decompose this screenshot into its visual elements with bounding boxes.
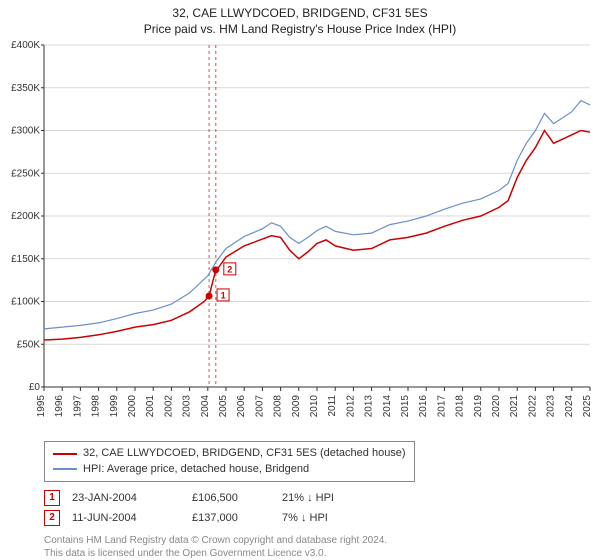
svg-text:2012: 2012 <box>345 395 356 418</box>
legend-item: 32, CAE LLWYDCOED, BRIDGEND, CF31 5ES (d… <box>53 446 406 461</box>
svg-text:1999: 1999 <box>109 395 120 418</box>
svg-text:1995: 1995 <box>36 395 47 418</box>
svg-text:2024: 2024 <box>564 395 575 418</box>
svg-text:2013: 2013 <box>364 395 375 418</box>
svg-text:1997: 1997 <box>72 395 83 418</box>
legend-label: HPI: Average price, detached house, Brid… <box>83 462 309 477</box>
svg-text:£400K: £400K <box>11 40 40 51</box>
title-line-1: 32, CAE LLWYDCOED, BRIDGEND, CF31 5ES <box>0 6 600 22</box>
transactions-table: 1 23-JAN-2004£106,50021% ↓ HPI 2 11-JUN-200… <box>44 488 600 528</box>
transaction-marker-number: 1 <box>44 490 60 506</box>
svg-text:£0: £0 <box>29 382 41 393</box>
svg-text:2011: 2011 <box>327 395 338 417</box>
transaction-price: £106,500 <box>192 492 282 504</box>
svg-text:2005: 2005 <box>218 395 229 418</box>
transaction-row: 2 11-JUN-2004£137,0007% ↓ HPI <box>44 508 600 528</box>
svg-text:2018: 2018 <box>455 395 466 418</box>
svg-text:2023: 2023 <box>546 395 557 418</box>
transaction-diff: 21% ↓ HPI <box>282 492 392 504</box>
svg-text:2021: 2021 <box>509 395 520 418</box>
legend-label: 32, CAE LLWYDCOED, BRIDGEND, CF31 5ES (d… <box>83 446 406 461</box>
footer-line-1: Contains HM Land Registry data © Crown c… <box>44 534 600 547</box>
svg-text:2010: 2010 <box>309 395 320 418</box>
legend-swatch <box>53 468 77 470</box>
svg-text:2004: 2004 <box>200 395 211 418</box>
svg-text:1: 1 <box>221 291 226 301</box>
svg-text:1998: 1998 <box>91 395 102 418</box>
svg-text:2009: 2009 <box>291 395 302 418</box>
svg-text:2003: 2003 <box>182 395 193 418</box>
footer-line-2: This data is licensed under the Open Gov… <box>44 547 600 560</box>
svg-text:£150K: £150K <box>11 254 40 265</box>
svg-text:2: 2 <box>227 265 232 275</box>
transaction-row: 1 23-JAN-2004£106,50021% ↓ HPI <box>44 488 600 508</box>
svg-text:2006: 2006 <box>236 395 247 418</box>
legend: 32, CAE LLWYDCOED, BRIDGEND, CF31 5ES (d… <box>44 441 415 482</box>
svg-text:£300K: £300K <box>11 126 40 137</box>
transaction-diff: 7% ↓ HPI <box>282 512 392 524</box>
svg-text:2000: 2000 <box>127 395 138 418</box>
svg-text:2017: 2017 <box>436 395 447 418</box>
svg-text:2015: 2015 <box>400 395 411 418</box>
svg-text:2016: 2016 <box>418 395 429 418</box>
transaction-marker-number: 2 <box>44 510 60 526</box>
svg-text:2007: 2007 <box>254 395 265 418</box>
svg-text:£100K: £100K <box>11 297 40 308</box>
svg-text:£200K: £200K <box>11 211 40 222</box>
svg-text:2020: 2020 <box>491 395 502 418</box>
chart-title: 32, CAE LLWYDCOED, BRIDGEND, CF31 5ES Pr… <box>0 0 600 37</box>
title-line-2: Price paid vs. HM Land Registry's House … <box>0 22 600 38</box>
svg-text:2019: 2019 <box>473 395 484 418</box>
svg-text:2008: 2008 <box>273 395 284 418</box>
legend-item: HPI: Average price, detached house, Brid… <box>53 462 406 477</box>
transaction-date: 23-JAN-2004 <box>72 492 192 504</box>
svg-text:1996: 1996 <box>54 395 65 418</box>
svg-text:2002: 2002 <box>163 395 174 418</box>
svg-text:2025: 2025 <box>582 395 593 418</box>
svg-text:2022: 2022 <box>527 395 538 418</box>
svg-text:2014: 2014 <box>382 395 393 418</box>
svg-text:£50K: £50K <box>17 339 41 350</box>
chart-area: £0 £50K £100K £150K £200K £250K £300K £350K £400… <box>0 37 600 437</box>
svg-text:£350K: £350K <box>11 83 40 94</box>
transaction-price: £137,000 <box>192 512 282 524</box>
svg-text:£250K: £250K <box>11 168 40 179</box>
footer-attribution: Contains HM Land Registry data © Crown c… <box>44 534 600 560</box>
transaction-date: 11-JUN-2004 <box>72 512 192 524</box>
svg-text:2001: 2001 <box>145 395 156 418</box>
legend-swatch <box>53 453 77 455</box>
